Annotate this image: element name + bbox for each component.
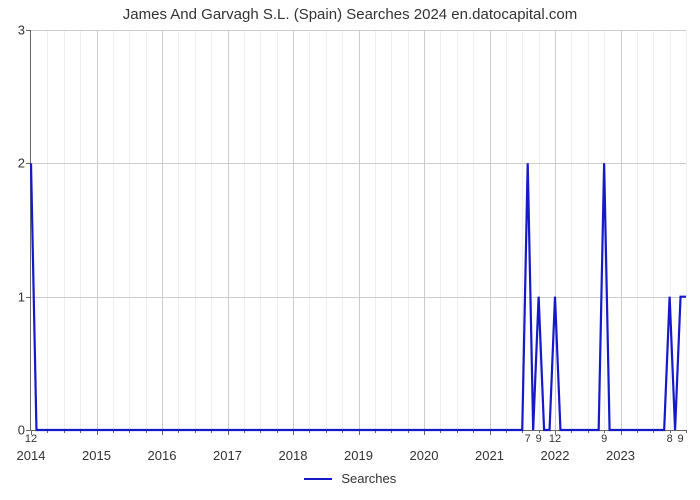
series-line: [31, 163, 686, 430]
x-tick-label: 2016: [148, 448, 177, 463]
y-tick-label: 2: [18, 156, 25, 171]
x-tick-label: 2015: [82, 448, 111, 463]
x-tick-label: 2018: [279, 448, 308, 463]
chart-title: James And Garvagh S.L. (Spain) Searches …: [0, 6, 700, 23]
x-tick-label: 2017: [213, 448, 242, 463]
legend-swatch: [304, 478, 332, 480]
legend-label: Searches: [341, 471, 396, 486]
series-svg: [31, 30, 686, 430]
x-tick-label: 2021: [475, 448, 504, 463]
x-sub-label: 7: [525, 433, 531, 445]
y-tick-label: 3: [18, 23, 25, 38]
x-sub-label: 9: [601, 433, 607, 445]
x-sub-label: 8: [667, 433, 673, 445]
plot-area: 0123201420152016201720182019202020212022…: [30, 30, 686, 431]
x-tick-label: 2022: [541, 448, 570, 463]
x-tick-mark-minor: [686, 430, 687, 433]
y-tick-label: 1: [18, 289, 25, 304]
grid-line-v-minor: [686, 30, 687, 430]
x-sub-label: 9: [536, 433, 542, 445]
chart-container: James And Garvagh S.L. (Spain) Searches …: [0, 0, 700, 500]
x-tick-label: 2019: [344, 448, 373, 463]
x-sub-label: 9: [677, 433, 683, 445]
x-sub-label: 12: [25, 433, 37, 445]
x-tick-label: 2014: [17, 448, 46, 463]
x-tick-label: 2023: [606, 448, 635, 463]
x-sub-label: 12: [549, 433, 561, 445]
legend: Searches: [0, 470, 700, 486]
x-tick-label: 2020: [410, 448, 439, 463]
